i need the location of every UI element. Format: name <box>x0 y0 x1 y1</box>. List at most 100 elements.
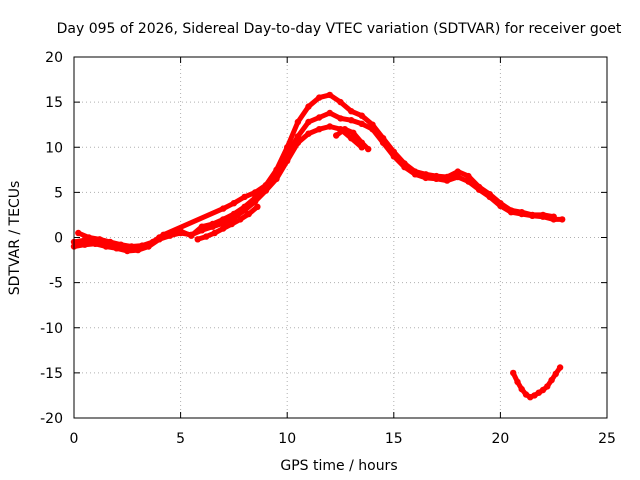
data-point <box>241 203 248 210</box>
data-point <box>556 364 564 371</box>
data-point <box>326 109 333 117</box>
data-point <box>358 112 365 119</box>
ticks: 0 5 10 15 20 25 -20 -15 -10 -5 0 5 10 15 20 <box>40 50 616 447</box>
x-tick-label: 20 <box>491 431 509 447</box>
series-track-main-upper <box>75 91 557 250</box>
data-point <box>348 108 355 115</box>
data-point <box>433 172 440 180</box>
y-tick-label: 15 <box>45 95 63 111</box>
data-point <box>518 209 525 216</box>
y-tick-label: -10 <box>40 321 63 337</box>
data-point <box>107 238 114 246</box>
data-point <box>326 123 333 130</box>
data-point <box>529 211 536 219</box>
data-point <box>454 168 461 175</box>
data-point <box>539 211 547 219</box>
data-point <box>273 166 280 173</box>
data-point <box>465 172 472 180</box>
data-point <box>316 114 323 121</box>
data-point <box>305 130 312 137</box>
x-axis-label: GPS time / hours <box>280 458 397 474</box>
data-point <box>241 193 248 201</box>
data-point <box>548 376 555 384</box>
x-tick-label: 25 <box>598 431 616 447</box>
data-point <box>284 144 291 151</box>
data-point <box>510 369 517 377</box>
data-point <box>294 133 302 140</box>
data-point <box>305 103 312 110</box>
data-point <box>379 135 387 142</box>
data-point <box>220 225 227 232</box>
data-point <box>188 232 195 239</box>
y-tick-label: -20 <box>40 411 63 427</box>
grid <box>74 57 607 418</box>
data-point <box>305 118 312 126</box>
data-point <box>401 160 408 167</box>
data-point <box>139 242 146 249</box>
data-point <box>552 370 559 377</box>
data-point <box>486 191 493 198</box>
x-tick-label: 10 <box>278 431 296 447</box>
data-point <box>316 126 323 133</box>
x-tick-label: 0 <box>70 431 79 447</box>
data-point <box>237 216 244 223</box>
data-point <box>507 207 515 214</box>
data-point <box>333 132 340 139</box>
data-point <box>228 220 235 228</box>
series-track-late <box>333 126 372 153</box>
y-tick-label: 20 <box>45 50 63 66</box>
data-point <box>230 200 238 207</box>
x-tick-label: 5 <box>176 431 185 447</box>
data-point <box>350 129 357 136</box>
data-point <box>369 121 376 128</box>
data-point <box>497 200 504 207</box>
data-point <box>559 216 566 223</box>
data-point <box>358 120 365 128</box>
data-point <box>326 91 333 99</box>
data-point <box>117 241 125 248</box>
data-point <box>149 238 157 246</box>
data-point <box>198 223 206 230</box>
x-tick-label: 15 <box>385 431 403 447</box>
data-point <box>544 383 551 390</box>
data-point <box>358 139 365 146</box>
data-point <box>514 378 521 386</box>
y-tick-label: -5 <box>49 276 63 292</box>
data-point <box>316 94 323 101</box>
data-point <box>262 182 270 189</box>
data-point <box>550 213 557 220</box>
data-point <box>252 189 259 196</box>
data-point <box>85 234 93 241</box>
data-point <box>365 145 372 153</box>
data-point <box>443 173 451 181</box>
data-point <box>81 241 88 248</box>
data-point <box>211 229 218 237</box>
y-tick-label: 0 <box>54 231 63 247</box>
series-track-negative <box>510 364 564 401</box>
data-point <box>203 233 210 240</box>
data-point <box>422 171 429 178</box>
data-point <box>337 98 344 106</box>
data-point <box>475 183 483 191</box>
data-point <box>337 115 344 122</box>
data-point <box>539 386 547 394</box>
data-point <box>245 210 252 218</box>
y-axis-label: SDTVAR / TECUs <box>7 181 23 296</box>
data-point <box>254 203 261 210</box>
series-track-short <box>194 203 261 243</box>
data-point <box>75 229 82 237</box>
data-point <box>128 243 135 250</box>
data-point <box>252 194 259 201</box>
data-point <box>220 205 227 212</box>
data-point <box>96 236 103 243</box>
data-point <box>220 216 227 223</box>
data-point <box>411 168 419 175</box>
data-point <box>518 385 525 393</box>
data-point <box>160 231 167 238</box>
data-point <box>454 173 461 181</box>
data-point <box>194 236 201 243</box>
series-layer <box>70 91 566 401</box>
data-point <box>230 210 238 218</box>
y-tick-label: 10 <box>45 140 63 156</box>
